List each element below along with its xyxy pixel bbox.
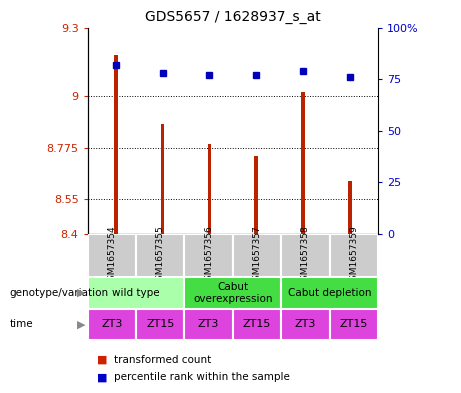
Bar	[88, 234, 136, 277]
Text: ZT15: ZT15	[243, 319, 271, 329]
Text: wild type: wild type	[112, 288, 160, 298]
Bar	[136, 309, 184, 340]
Bar	[88, 277, 184, 309]
Text: time: time	[9, 319, 33, 329]
Bar	[281, 277, 378, 309]
Text: ZT3: ZT3	[295, 319, 316, 329]
Bar	[330, 309, 378, 340]
Text: ZT3: ZT3	[101, 319, 123, 329]
Bar	[233, 309, 281, 340]
Bar	[233, 234, 281, 277]
Bar	[184, 234, 233, 277]
Text: GSM1657359: GSM1657359	[349, 225, 358, 286]
Bar	[184, 309, 233, 340]
Bar	[301, 92, 305, 234]
Bar	[207, 145, 211, 234]
Text: ▶: ▶	[77, 288, 85, 298]
Text: percentile rank within the sample: percentile rank within the sample	[114, 372, 290, 382]
Title: GDS5657 / 1628937_s_at: GDS5657 / 1628937_s_at	[145, 10, 321, 24]
Bar	[184, 277, 281, 309]
Bar	[161, 124, 165, 234]
Text: ▶: ▶	[77, 319, 85, 329]
Text: GSM1657354: GSM1657354	[107, 225, 116, 286]
Bar	[88, 309, 136, 340]
Text: ■: ■	[97, 372, 107, 382]
Text: ■: ■	[97, 354, 107, 365]
Text: transformed count: transformed count	[114, 354, 212, 365]
Text: GSM1657357: GSM1657357	[253, 225, 261, 286]
Bar	[281, 309, 330, 340]
Bar	[330, 234, 378, 277]
Text: genotype/variation: genotype/variation	[9, 288, 108, 298]
Bar	[136, 234, 184, 277]
Text: GSM1657358: GSM1657358	[301, 225, 310, 286]
Text: GSM1657355: GSM1657355	[156, 225, 165, 286]
Text: ZT15: ZT15	[146, 319, 174, 329]
Bar	[114, 55, 118, 234]
Text: ZT3: ZT3	[198, 319, 219, 329]
Text: Cabut depletion: Cabut depletion	[288, 288, 372, 298]
Text: ZT15: ZT15	[340, 319, 368, 329]
Bar	[348, 181, 352, 234]
Bar	[254, 156, 258, 234]
Text: GSM1657356: GSM1657356	[204, 225, 213, 286]
Bar	[281, 234, 330, 277]
Text: Cabut
overexpression: Cabut overexpression	[193, 282, 272, 303]
